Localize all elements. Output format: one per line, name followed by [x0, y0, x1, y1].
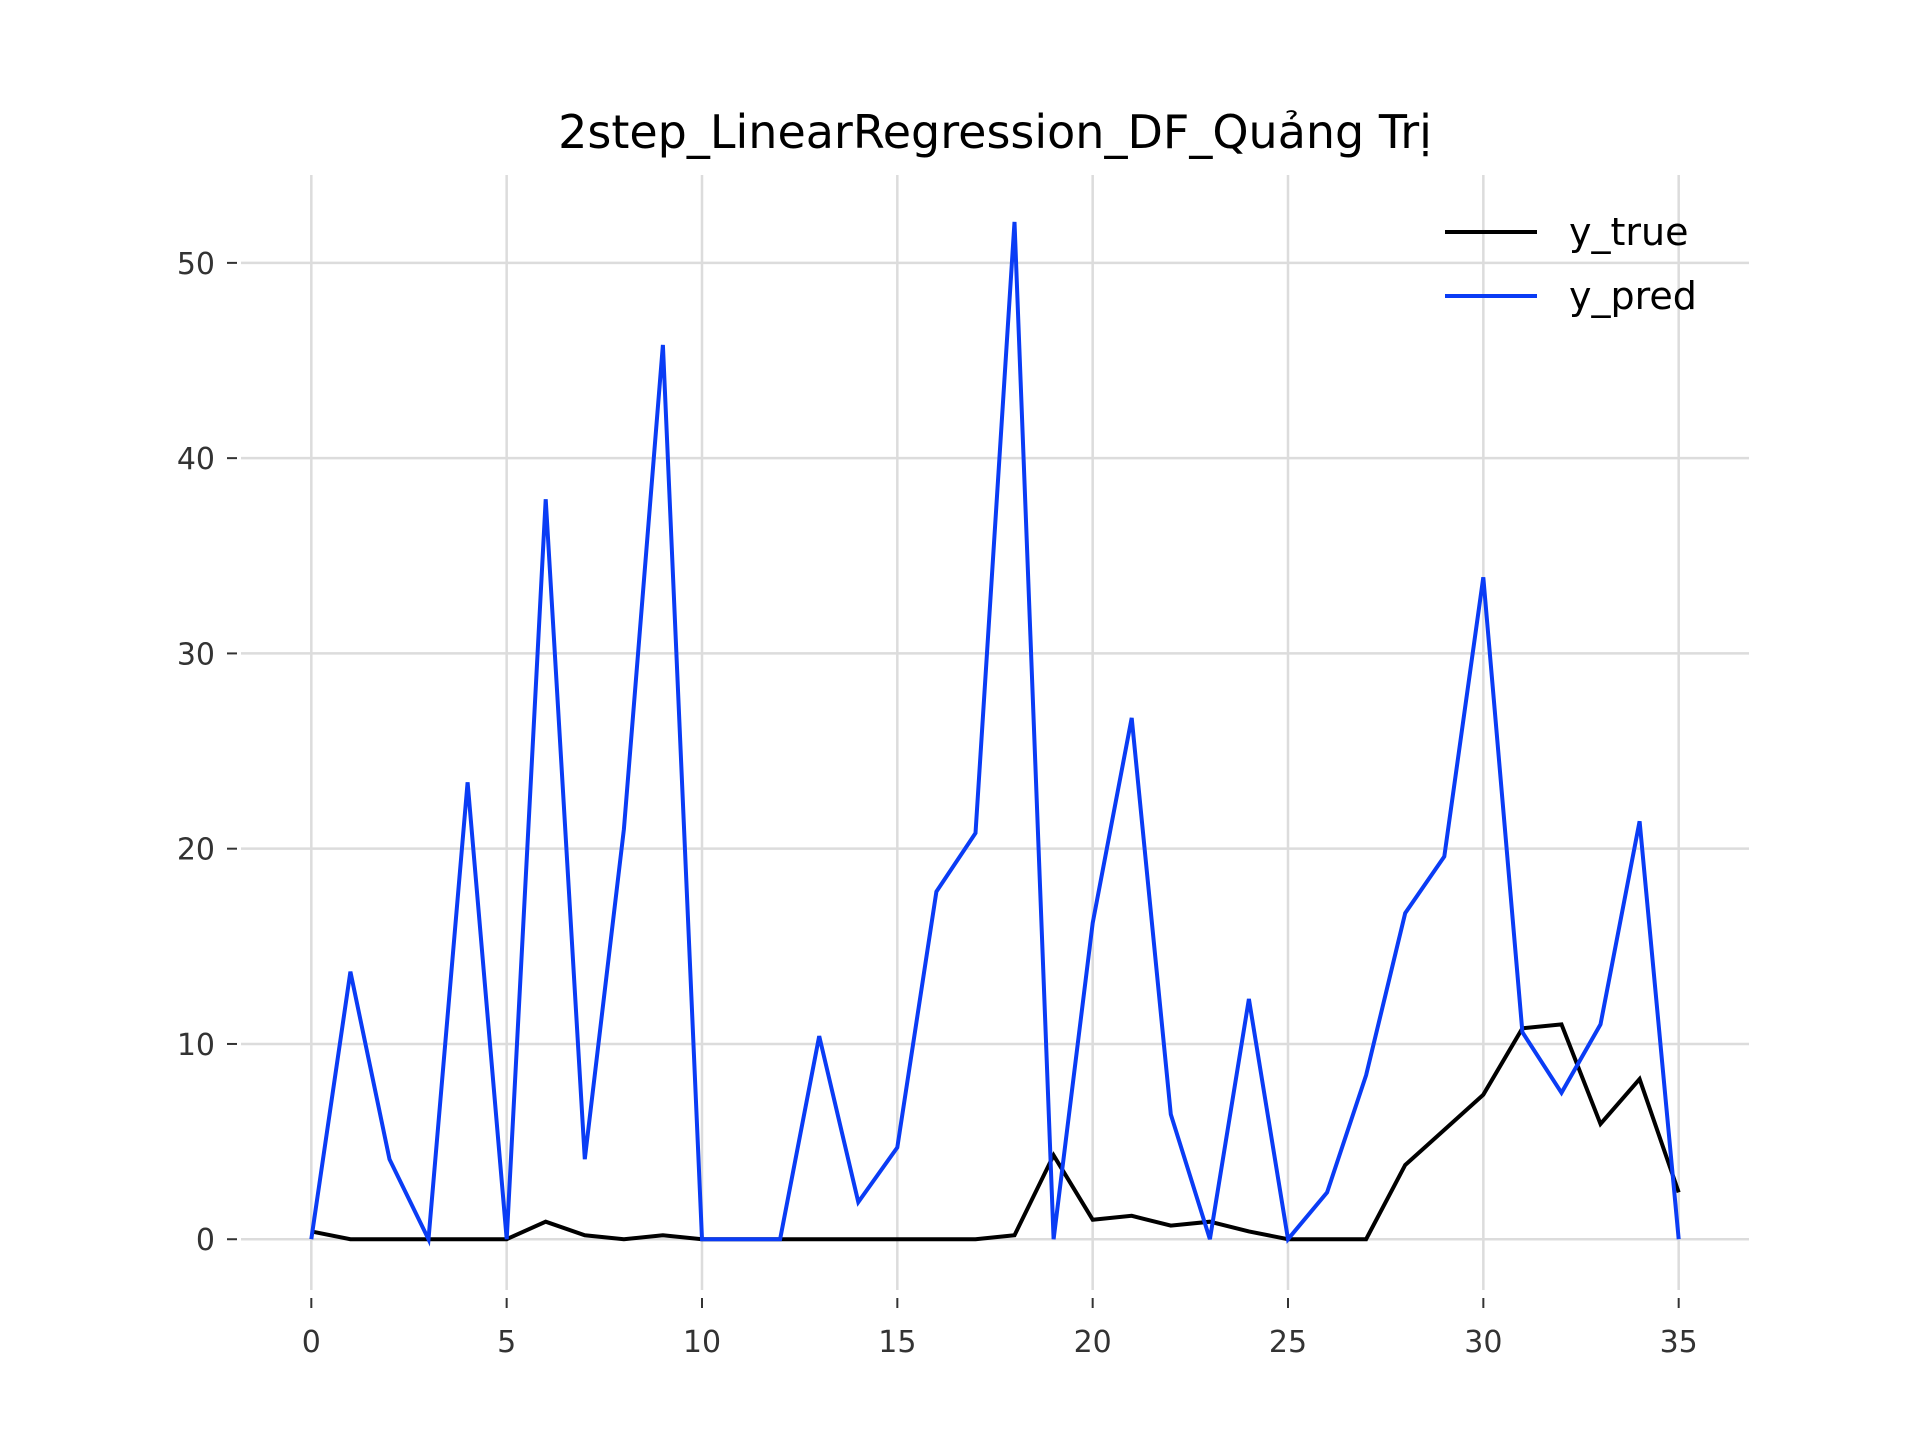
x-tick-label: 30: [1464, 1325, 1502, 1360]
legend-label-y-pred: y_pred: [1569, 274, 1697, 318]
y-tick-label: 20: [177, 833, 215, 868]
chart-title: 2step_LinearRegression_DF_Quảng Trị: [558, 105, 1432, 159]
x-tick-label: 20: [1074, 1325, 1112, 1360]
y-tick-label: 50: [177, 247, 215, 282]
x-tick-label: 10: [683, 1325, 721, 1360]
legend: y_true y_pred: [1445, 210, 1697, 318]
x-tick-label: 15: [878, 1325, 916, 1360]
series-line-y-true: [310, 1022, 1681, 1242]
axes: 0 5 10 15 20 25 30 35 0 10 20 30 40 50: [177, 247, 1698, 1360]
series-lines: [309, 221, 1681, 1247]
x-tick-label: 25: [1269, 1325, 1307, 1360]
y-tick-label: 30: [177, 637, 215, 672]
y-tick-label: 40: [177, 442, 215, 477]
series-line-y-pred: [309, 221, 1681, 1247]
x-tick-label: 5: [497, 1325, 516, 1360]
legend-label-y-true: y_true: [1569, 210, 1688, 254]
y-tick-label: 0: [196, 1223, 215, 1258]
x-tick-label: 35: [1660, 1325, 1698, 1360]
x-tick-label: 0: [302, 1325, 321, 1360]
grid: [241, 175, 1749, 1290]
y-tick-label: 10: [177, 1028, 215, 1063]
